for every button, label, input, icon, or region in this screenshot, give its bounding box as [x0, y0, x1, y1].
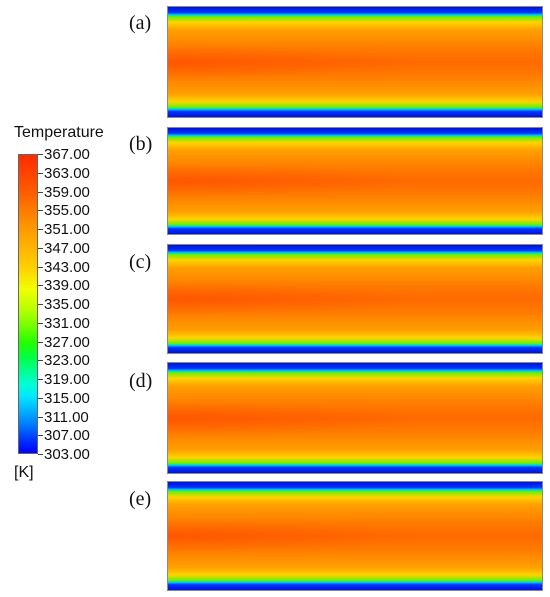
legend-tick-label: 331.00: [44, 314, 90, 332]
legend-tick-label: 323.00: [44, 352, 90, 370]
legend-tick-mark: [38, 322, 43, 324]
legend-tick-mark: [38, 285, 43, 287]
legend-tick-mark: [38, 266, 43, 268]
legend-tick-label: 343.00: [44, 258, 90, 276]
legend-tick-label: 359.00: [44, 183, 90, 201]
temperature-contour-panel-e: [167, 481, 543, 591]
temperature-contour-panel-c: [167, 244, 543, 354]
legend-tick-label: 363.00: [44, 164, 90, 182]
legend-tick-label: 307.00: [44, 427, 90, 445]
legend-tick-mark: [38, 341, 43, 343]
legend-tick-mark: [38, 191, 43, 193]
legend-tick-mark: [38, 379, 43, 380]
panel-label-c: (c): [129, 251, 152, 273]
legend-tick-mark: [38, 229, 43, 230]
legend-tick-mark: [38, 210, 43, 212]
temperature-contour-panel-d: [167, 362, 543, 474]
legend-tick-label: 319.00: [44, 371, 90, 388]
legend-unit: [K]: [14, 464, 34, 481]
legend-tick-label: 355.00: [44, 202, 90, 220]
legend-tick-label: 335.00: [44, 296, 90, 313]
legend-tick-mark: [38, 304, 43, 305]
legend-tick-mark: [38, 360, 43, 362]
legend-tick-mark: [38, 435, 43, 437]
legend-tick-label: 351.00: [44, 221, 90, 238]
legend-tick-label: 311.00: [44, 408, 89, 426]
temperature-colorbar: [18, 154, 38, 454]
temperature-legend: Temperature 367.00 363.00 359.00 355.00 351.…: [8, 124, 120, 484]
panel-label-b: (b): [129, 133, 153, 155]
panel-label-a: (a): [129, 12, 152, 34]
legend-tick-mark: [38, 454, 43, 455]
legend-tick-label: 315.00: [44, 389, 90, 407]
temperature-contour-panel-b: [167, 127, 543, 235]
legend-tick-label: 303.00: [44, 446, 90, 463]
legend-tick-label: 339.00: [44, 277, 90, 295]
legend-tick-mark: [38, 397, 43, 399]
legend-tick-label: 327.00: [44, 333, 90, 351]
legend-tick-label: 367.00: [44, 146, 90, 163]
legend-tick-mark: [38, 172, 43, 174]
legend-title: Temperature: [14, 124, 104, 141]
panel-label-e: (e): [129, 488, 152, 510]
legend-tick-mark: [38, 154, 43, 155]
panel-label-d: (d): [129, 370, 153, 392]
legend-tick-mark: [38, 247, 43, 249]
temperature-contour-panel-a: [167, 6, 543, 118]
legend-tick-mark: [38, 416, 43, 418]
legend-tick-label: 347.00: [44, 239, 90, 257]
